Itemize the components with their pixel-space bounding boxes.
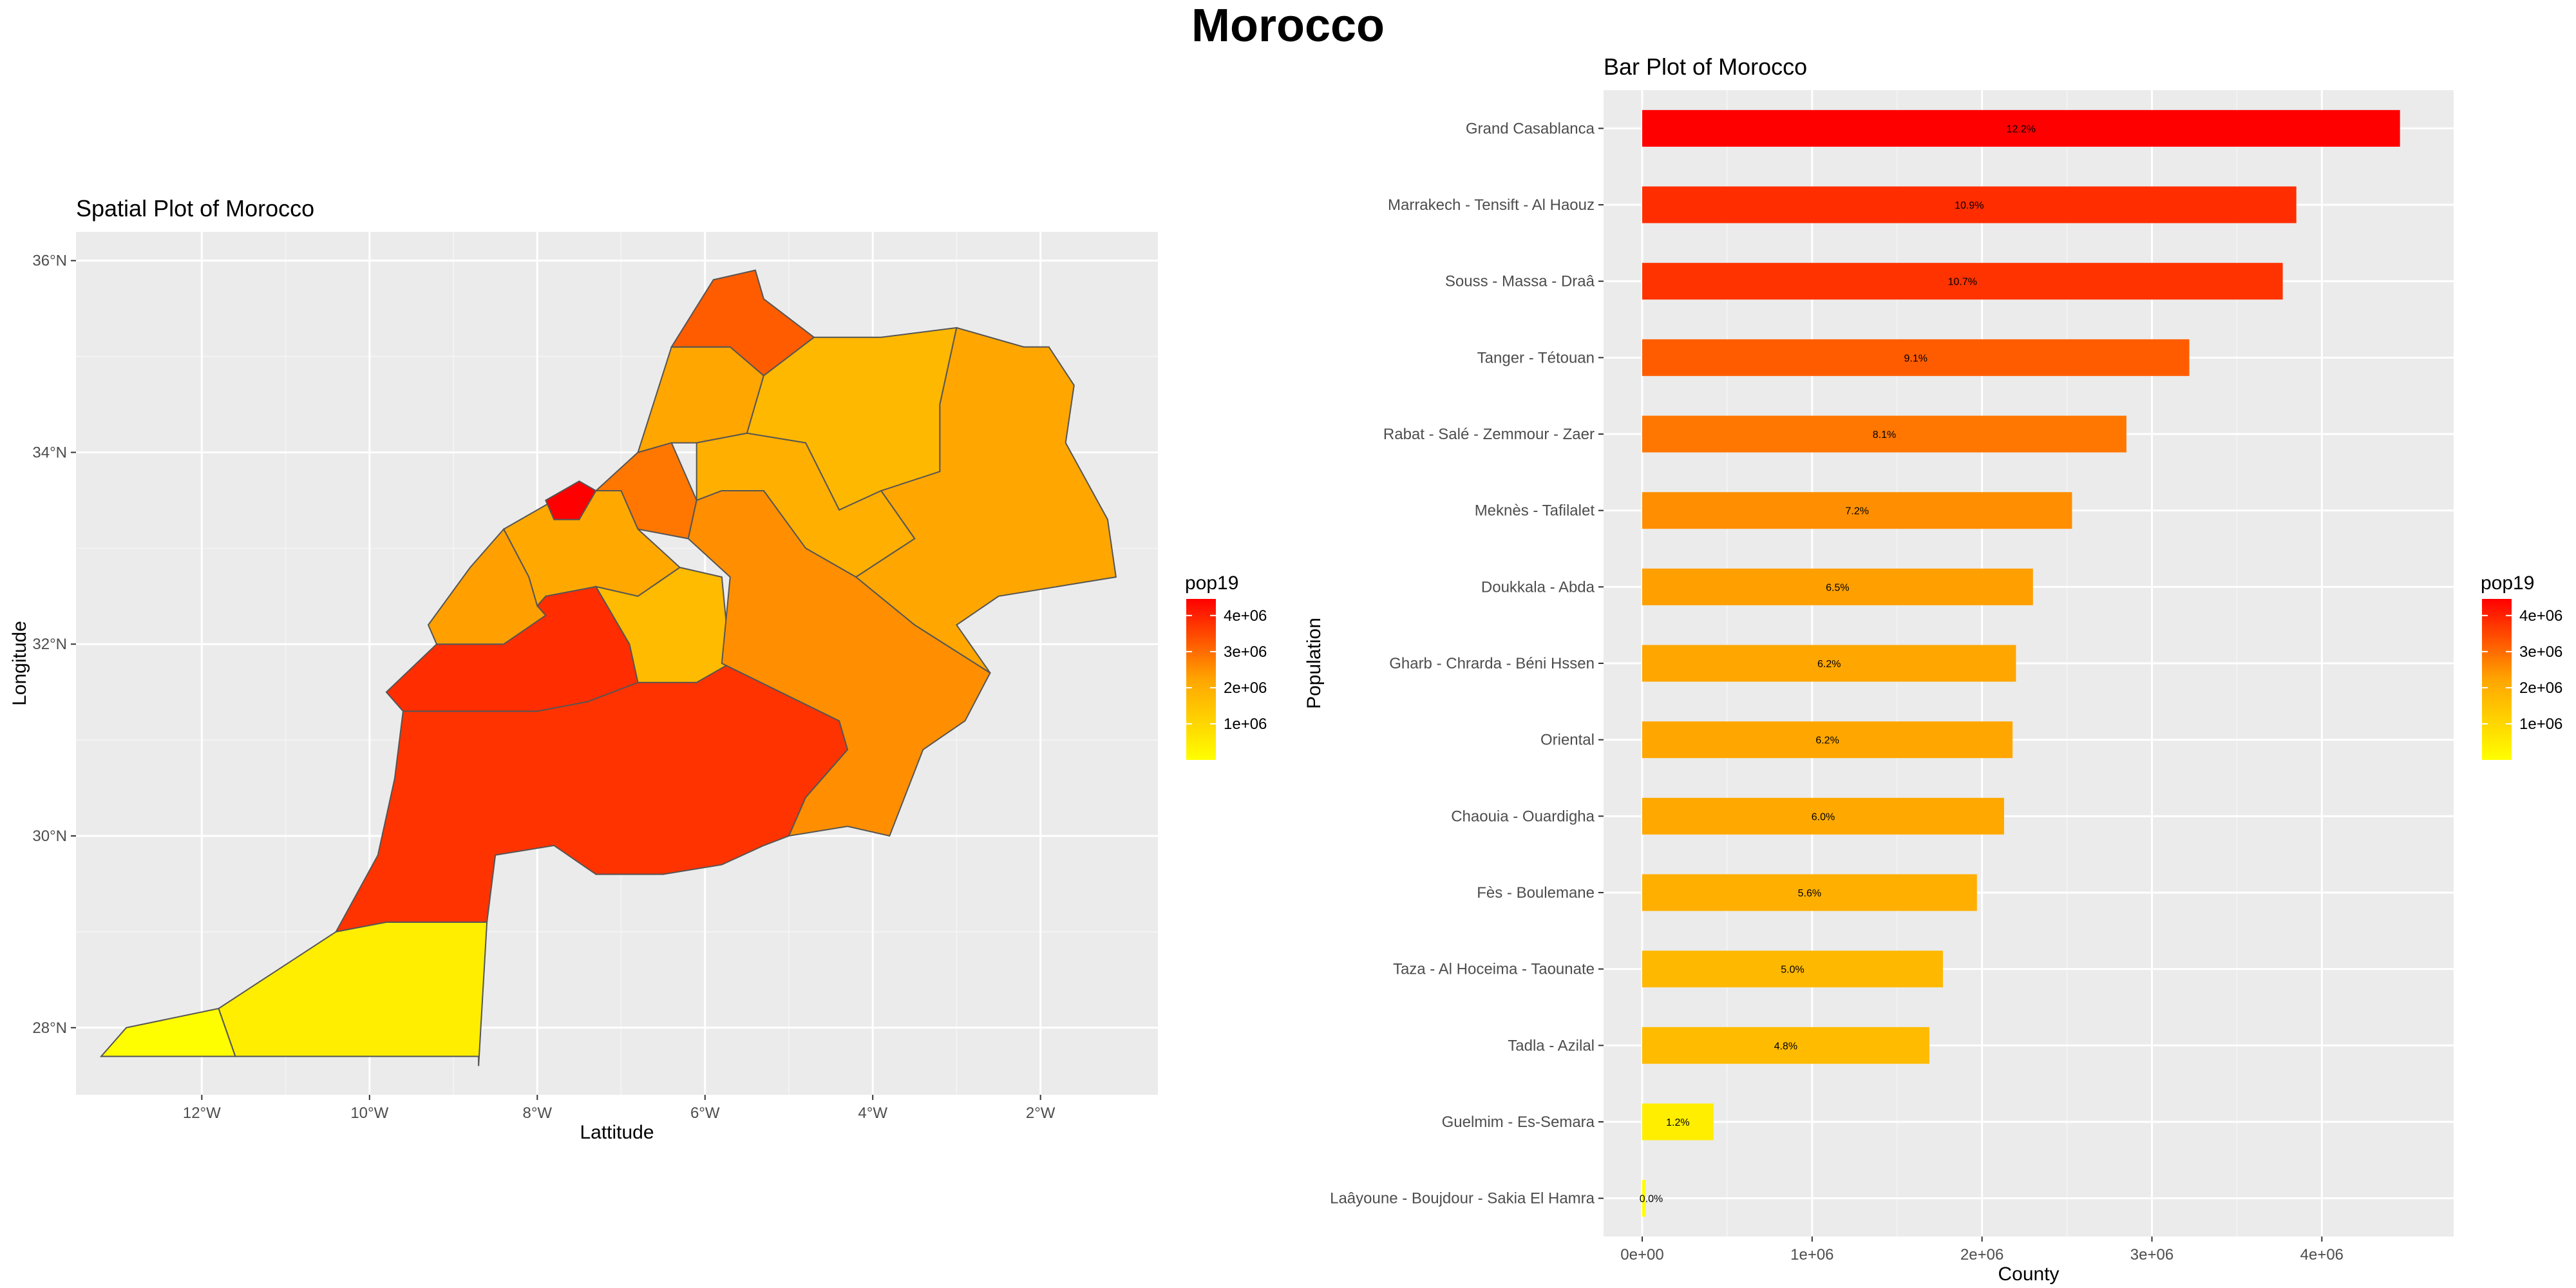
bar-legend-label: 3e+06 (2519, 643, 2562, 661)
map-x-tick-label: 8°W (522, 1104, 552, 1122)
map-legend-title: pop19 (1185, 573, 1238, 594)
main-title: Morocco (1191, 0, 1385, 52)
map-y-ticks: 28°N 30°N 32°N 34°N 36°N (32, 252, 76, 1037)
bar-chart: Bar Plot of Morocco 12.2% 10.9% 10.7% 9.1% 8… (1303, 53, 2562, 1285)
bar-title: Bar Plot of Morocco (1604, 53, 1807, 80)
bar-x-tick-label: 3e+06 (2130, 1246, 2174, 1264)
bar-category-label: Laâyoune - Boujdour - Sakia El Hamra (1330, 1190, 1595, 1208)
bar (1642, 1103, 1714, 1141)
map-legend-label: 1e+06 (1224, 715, 1267, 733)
map-y-tick-label: 28°N (32, 1019, 67, 1037)
bar-data-label: 4.8% (1774, 1041, 1797, 1052)
bar-y-axis-label: Population (1303, 618, 1325, 709)
bar-category-label: Taza - Al Hoceima - Taounate (1393, 961, 1595, 978)
bar (1642, 339, 2190, 376)
bar-category-label: Meknès - Tafilalet (1475, 502, 1595, 520)
bar-data-label: 8.1% (1873, 430, 1896, 440)
map-x-tick-label: 10°W (350, 1104, 388, 1122)
region-grand-casablanca (545, 480, 597, 520)
bar (1642, 1027, 1929, 1064)
bar-category-label: Souss - Massa - Draâ (1445, 273, 1595, 290)
bar-legend-label: 4e+06 (2519, 607, 2562, 625)
map-y-axis-label: Longitude (9, 621, 30, 706)
map-chart: Spatial Plot of Morocco 12°W 10°W 8°W 6°W 4°… (9, 195, 1267, 1143)
bar (1642, 797, 2004, 835)
bar-category-label: Grand Casablanca (1466, 120, 1595, 137)
bar-x-tick-label: 0e+00 (1620, 1246, 1663, 1264)
bar-category-label: Gharb - Chrarda - Béni Hssen (1389, 655, 1595, 672)
bar-category-label: Chaouia - Ouardigha (1451, 808, 1595, 825)
map-legend: pop19 4e+06 3e+06 2e+06 1e+06 (1185, 573, 1267, 760)
bar-x-ticks: 0e+00 1e+06 2e+06 3e+06 4e+06 (1620, 1236, 2344, 1264)
bar-data-label: 5.6% (1798, 888, 1821, 899)
map-title: Spatial Plot of Morocco (76, 195, 314, 222)
bar-x-tick-label: 2e+06 (1960, 1246, 2003, 1264)
bar-category-label: Marrakech - Tensift - Al Haouz (1388, 196, 1595, 214)
bar-category-labels: Grand Casablanca Marrakech - Tensift - Al… (1330, 120, 1604, 1208)
region-laayoune-boujdour-sakia-el-hamra (99, 1007, 236, 1057)
bar (1642, 415, 2126, 453)
bar (1642, 1180, 1646, 1217)
bar-legend: pop19 4e+06 3e+06 2e+06 1e+06 (2481, 573, 2562, 760)
map-x-ticks: 12°W 10°W 8°W 6°W 4°W 2°W (183, 1095, 1056, 1122)
region-meknes-tafilalet (687, 490, 991, 837)
map-x-tick-label: 4°W (858, 1104, 887, 1122)
bar (1642, 263, 2283, 300)
bar-data-label: 5.0% (1781, 965, 1804, 976)
map-x-tick-label: 6°W (690, 1104, 720, 1122)
region-tadla-azilal (594, 567, 731, 683)
bar-data-label: 1.2% (1666, 1117, 1689, 1128)
map-legend-colorbar (1186, 599, 1216, 760)
bar-data-label: 6.2% (1817, 659, 1841, 670)
bar-data-label: 6.5% (1826, 582, 1849, 593)
map-legend-label: 4e+06 (1224, 607, 1267, 625)
bar (1642, 721, 2013, 759)
map-y-tick-label: 30°N (32, 828, 67, 845)
bar-series: 12.2% 10.9% 10.7% 9.1% 8.1% 7.2% 6.5% 6.2% 6.2% 6… (1640, 109, 2400, 1217)
region-guelmim-es-semara (218, 922, 488, 1066)
bar-category-label: Doukkala - Abda (1481, 578, 1595, 596)
bar-category-label: Rabat - Salé - Zemmour - Zaer (1383, 426, 1595, 443)
bar (1642, 109, 2400, 147)
bar-category-label: Guelmim - Es-Semara (1442, 1113, 1595, 1131)
bar (1642, 951, 1943, 988)
bar-data-label: 10.7% (1948, 277, 1977, 288)
bar (1642, 645, 2016, 682)
bar-legend-label: 1e+06 (2519, 715, 2562, 733)
bar-legend-title: pop19 (2481, 573, 2534, 594)
bar-data-label: 7.2% (1846, 506, 1869, 517)
bar-legend-label: 2e+06 (2519, 679, 2562, 697)
bar-data-label: 10.9% (1955, 200, 1984, 211)
map-regions (99, 269, 1117, 1066)
map-legend-label: 2e+06 (1224, 679, 1267, 697)
map-legend-label: 3e+06 (1224, 643, 1267, 661)
bar-data-label: 0.0% (1640, 1194, 1663, 1205)
bar-data-label: 9.1% (1904, 353, 1927, 364)
bar-x-axis-label: County (1998, 1264, 2059, 1285)
region-oriental (855, 327, 1117, 674)
bar-x-tick-label: 4e+06 (2300, 1246, 2344, 1264)
bar-data-label: 12.2% (2007, 124, 2036, 135)
map-y-tick-label: 32°N (32, 636, 67, 653)
map-y-tick-label: 34°N (32, 444, 67, 461)
bar-category-label: Tanger - Tétouan (1477, 349, 1595, 366)
bar-category-label: Oriental (1540, 732, 1595, 749)
bar-data-label: 6.2% (1815, 735, 1839, 746)
bar-category-label: Tadla - Azilal (1508, 1037, 1595, 1054)
bar (1642, 568, 2033, 605)
bar-x-tick-label: 1e+06 (1790, 1246, 1833, 1264)
bar (1642, 186, 2297, 223)
map-x-tick-label: 2°W (1026, 1104, 1056, 1122)
bar (1642, 492, 2072, 529)
bar-category-label: Fès - Boulemane (1477, 884, 1595, 902)
bar-data-label: 6.0% (1812, 811, 1835, 822)
bar (1642, 874, 1977, 911)
map-y-tick-label: 36°N (32, 252, 67, 270)
map-x-tick-label: 12°W (183, 1104, 221, 1122)
map-x-axis-label: Lattitude (580, 1122, 654, 1143)
bar-legend-colorbar (2482, 599, 2512, 760)
